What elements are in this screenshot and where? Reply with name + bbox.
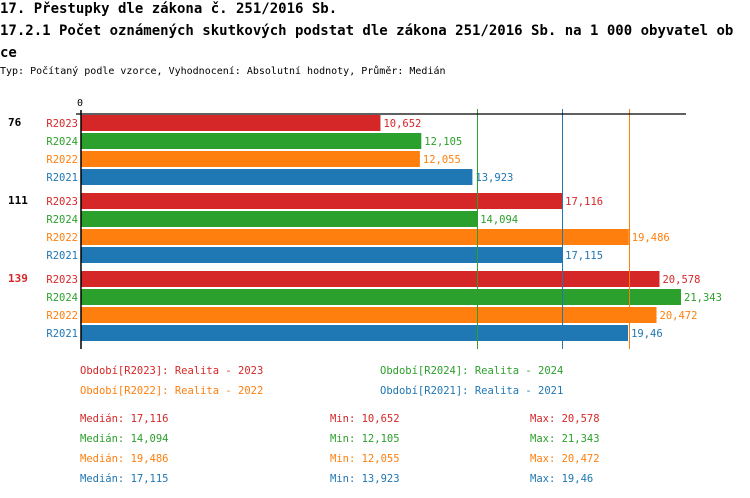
data-label: 12,055 xyxy=(423,154,461,166)
data-label: 20,578 xyxy=(662,274,700,286)
series-label: R2021 xyxy=(46,172,78,184)
x-tick-label: 0 xyxy=(77,98,83,109)
legend-item-R2022: Období[R2022]: Realita - 2022 xyxy=(80,385,263,397)
data-label: 12,105 xyxy=(424,136,462,148)
bar-R2021 xyxy=(81,247,563,263)
bar-R2023 xyxy=(81,115,381,131)
bar-R2022 xyxy=(81,229,629,245)
data-label: 17,116 xyxy=(565,196,603,208)
bar-R2024 xyxy=(81,133,422,149)
bar-R2024 xyxy=(81,211,478,227)
stat-median: Medián: 19,486 xyxy=(80,453,169,465)
group-label: 76 xyxy=(8,116,22,129)
chart-title: 17.2.1 Počet oznámených skutkových podst… xyxy=(0,23,734,61)
series-label: R2024 xyxy=(46,292,78,304)
stat-max: Max: 20,578 xyxy=(530,413,600,425)
bar-R2022 xyxy=(81,307,657,323)
page-title: 17. Přestupky dle zákona č. 251/2016 Sb. xyxy=(0,1,338,17)
bar-R2023 xyxy=(81,193,563,209)
series-label: R2023 xyxy=(46,196,78,208)
series-label: R2021 xyxy=(46,328,78,340)
series-label: R2024 xyxy=(46,136,78,148)
series-label: R2023 xyxy=(46,274,78,286)
stat-min: Min: 12,105 xyxy=(330,433,400,445)
legend-item-R2023: Období[R2023]: Realita - 2023 xyxy=(80,365,263,377)
data-label: 17,115 xyxy=(565,250,603,262)
bar-R2023 xyxy=(81,271,660,287)
bar-R2021 xyxy=(81,325,629,341)
data-label: 10,652 xyxy=(383,118,421,130)
legend-item-R2024: Období[R2024]: Realita - 2024 xyxy=(380,365,563,377)
series-label: R2022 xyxy=(46,232,78,244)
legend-item-R2021: Období[R2021]: Realita - 2021 xyxy=(380,385,563,397)
data-label: 14,094 xyxy=(480,214,518,226)
series-label: R2023 xyxy=(46,118,78,130)
stat-max: Max: 19,46 xyxy=(530,473,593,485)
series-label: R2024 xyxy=(46,214,78,226)
stat-max: Max: 20,472 xyxy=(530,453,600,465)
stat-min: Min: 10,652 xyxy=(330,413,400,425)
data-label: 13,923 xyxy=(475,172,513,184)
stat-median: Medián: 17,116 xyxy=(80,413,169,425)
group-label: 139 xyxy=(8,272,28,285)
group-label: 111 xyxy=(8,194,28,207)
data-label: 21,343 xyxy=(684,292,722,304)
stat-min: Min: 13,923 xyxy=(330,473,400,485)
data-label: 20,472 xyxy=(660,310,698,322)
stat-min: Min: 12,055 xyxy=(330,453,400,465)
chart-info: Typ: Počítaný podle vzorce, Vyhodnocení:… xyxy=(0,66,446,77)
data-label: 19,486 xyxy=(632,232,670,244)
bar-R2022 xyxy=(81,151,420,167)
bar-R2024 xyxy=(81,289,681,305)
series-label: R2021 xyxy=(46,250,78,262)
data-label: 19,46 xyxy=(631,328,663,340)
series-label: R2022 xyxy=(46,310,78,322)
stat-max: Max: 21,343 xyxy=(530,433,600,445)
stat-median: Medián: 14,094 xyxy=(80,433,169,445)
series-label: R2022 xyxy=(46,154,78,166)
bar-R2021 xyxy=(81,169,473,185)
stat-median: Medián: 17,115 xyxy=(80,473,169,485)
